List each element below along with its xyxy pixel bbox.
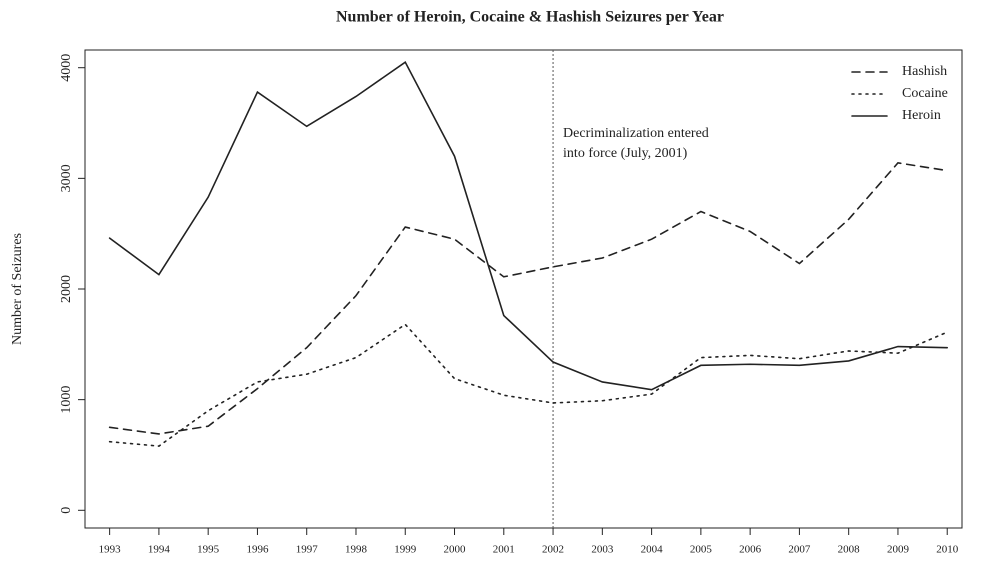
x-tick-label: 1995 (197, 544, 220, 556)
y-tick-label: 2000 (59, 275, 74, 303)
y-tick-label: 1000 (59, 386, 74, 414)
legend-label: Hashish (902, 64, 947, 79)
x-tick-label: 2009 (887, 544, 910, 556)
x-tick-label: 2003 (591, 544, 614, 556)
x-tick-label: 2006 (739, 544, 762, 556)
legend-label: Cocaine (902, 86, 948, 101)
x-tick-label: 2005 (690, 544, 713, 556)
y-tick-label: 0 (59, 507, 74, 514)
annotation-text: Decriminalization entered (563, 126, 709, 141)
x-tick-label: 1993 (99, 544, 122, 556)
series-line (108, 60, 949, 391)
x-tick-label: 2004 (641, 544, 664, 556)
y-axis-label: Number of Seizures (10, 233, 25, 345)
x-tick-label: 1999 (394, 544, 417, 556)
y-tick-label: 4000 (59, 54, 74, 82)
x-tick-label: 2008 (838, 544, 861, 556)
x-tick-label: 1998 (345, 544, 368, 556)
y-tick-label: 3000 (59, 164, 74, 192)
legend-label: Heroin (902, 108, 941, 123)
x-tick-label: 2001 (493, 544, 515, 556)
x-tick-label: 2002 (542, 544, 564, 556)
series-line (108, 162, 949, 435)
x-tick-label: 2010 (936, 544, 959, 556)
x-tick-label: 2007 (788, 544, 811, 556)
annotation-text: into force (July, 2001) (563, 146, 688, 161)
plot-frame (84, 49, 963, 529)
x-tick-label: 1994 (148, 544, 171, 556)
chart-title: Number of Heroin, Cocaine & Hashish Seiz… (336, 9, 724, 26)
x-tick-label: 1997 (296, 544, 319, 556)
x-tick-label: 2000 (444, 544, 467, 556)
series-line (108, 323, 949, 447)
x-tick-label: 1996 (246, 544, 269, 556)
